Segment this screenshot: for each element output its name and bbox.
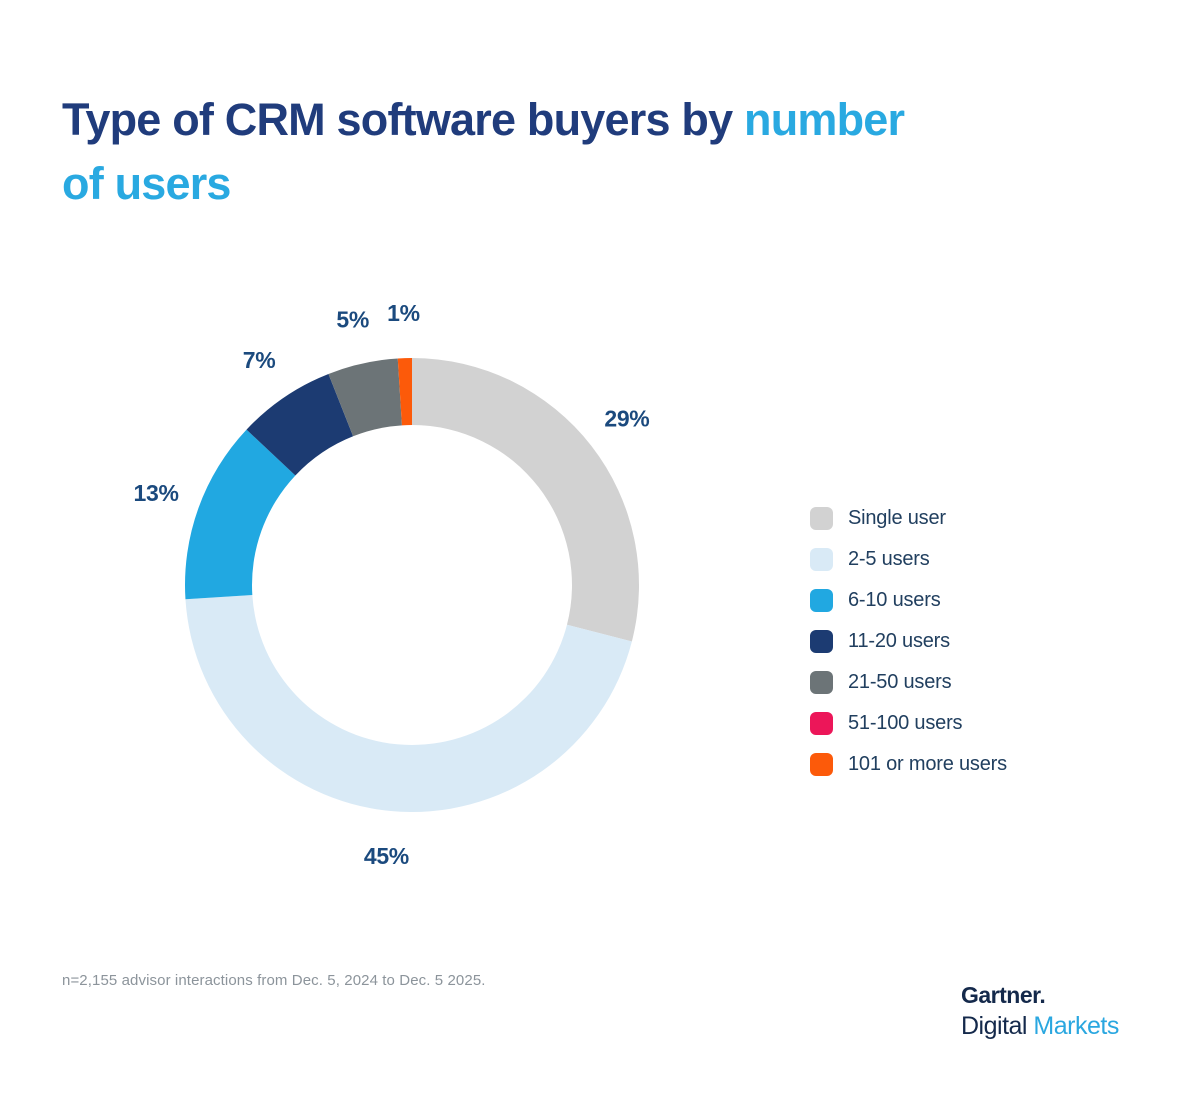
legend: Single user 2-5 users 6-10 users 11-20 user…: [810, 506, 1007, 793]
chart-title-dark-text: Type of CRM software buyers by: [62, 94, 744, 145]
legend-item-2: 2-5 users: [810, 547, 1007, 571]
slice-percent-label: 29%: [604, 405, 649, 431]
legend-label: 2-5 users: [848, 547, 930, 570]
legend-swatch: [810, 711, 833, 735]
legend-label: 51-100 users: [848, 711, 963, 734]
slice-percent-label: 5%: [336, 307, 369, 333]
legend-swatch: [810, 588, 833, 612]
legend-swatch: [810, 752, 833, 776]
footnote: n=2,155 advisor interactions from Dec. 5…: [62, 972, 486, 989]
donut-slice-7: [397, 358, 412, 426]
slice-percent-label: 7%: [243, 347, 276, 373]
donut-slice-3: [185, 429, 296, 600]
donut-chart: 29% 45% 13% 7% 5% 1%: [134, 300, 650, 869]
gartner-registered-mark: .: [1039, 982, 1046, 1008]
legend-label: 21-50 users: [848, 670, 952, 693]
legend-swatch: [810, 547, 833, 571]
slice-percent-label: 45%: [364, 843, 409, 869]
legend-item-3: 6-10 users: [810, 588, 1007, 612]
donut-slice-2: [185, 595, 632, 812]
legend-swatch: [810, 629, 833, 653]
digital-text: Digital: [961, 1012, 1034, 1040]
chart-title-line2: of users: [62, 152, 1152, 216]
donut-chart-area: 29% 45% 13% 7% 5% 1%: [80, 253, 744, 917]
donut-slice-5: [328, 358, 402, 437]
gartner-wordmark: Gartner.: [961, 984, 1119, 1007]
chart-title-blue-text-line2: of users: [62, 158, 231, 209]
legend-item-5: 21-50 users: [810, 670, 1007, 694]
chart-title-blue-text: number: [744, 94, 905, 145]
donut-slice-4: [246, 373, 354, 476]
digital-markets-wordmark: Digital Markets: [961, 1014, 1119, 1039]
markets-text: Markets: [1033, 1012, 1119, 1040]
chart-title-line1: Type of CRM software buyers by number: [62, 88, 1152, 152]
legend-swatch: [810, 506, 833, 530]
legend-label: 6-10 users: [848, 588, 941, 611]
donut-slice-1: [412, 358, 640, 642]
legend-swatch: [810, 670, 833, 694]
legend-item-1: Single user: [810, 506, 1007, 530]
gartner-digital-markets-logo: Gartner. Digital Markets: [961, 984, 1119, 1039]
legend-label: 101 or more users: [848, 752, 1007, 775]
gartner-brand-text: Gartner: [961, 982, 1040, 1008]
legend-item-7: 101 or more users: [810, 752, 1007, 776]
legend-label: 11-20 users: [848, 629, 950, 652]
slice-percent-label: 13%: [134, 480, 179, 506]
legend-label: Single user: [848, 506, 946, 529]
legend-item-4: 11-20 users: [810, 629, 1007, 653]
chart-title: Type of CRM software buyers by number of…: [62, 88, 1152, 216]
slice-percent-label: 1%: [387, 300, 420, 326]
legend-item-6: 51-100 users: [810, 711, 1007, 735]
